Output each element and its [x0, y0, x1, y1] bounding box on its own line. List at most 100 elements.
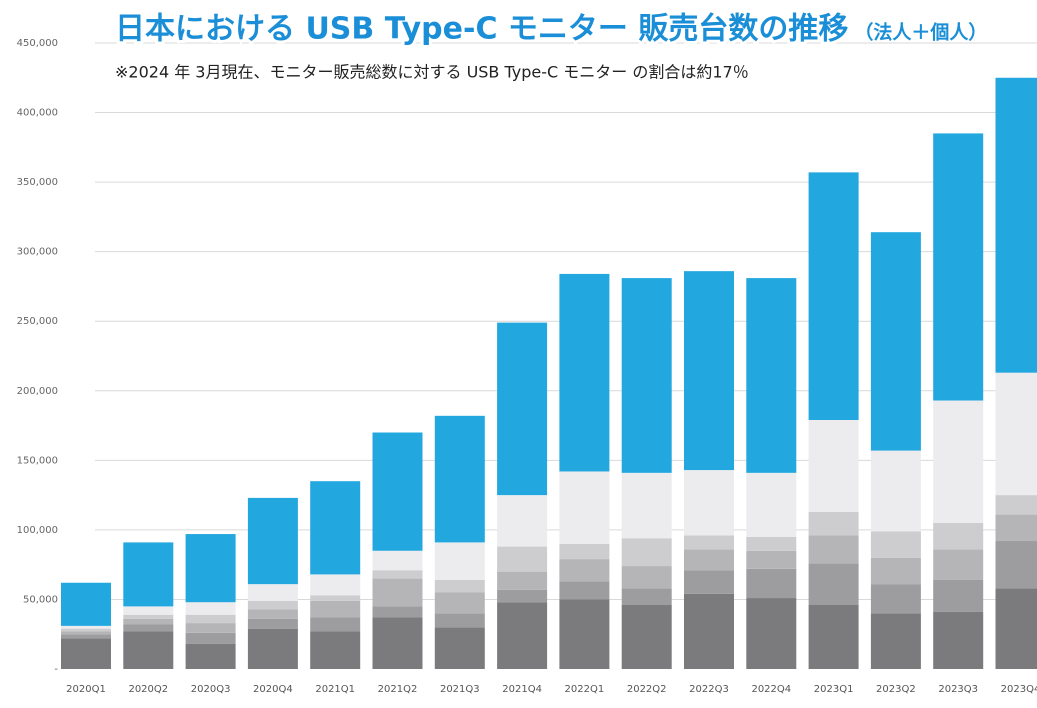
x-tick-label: 2022Q4 — [751, 684, 791, 695]
bar-segment — [185, 534, 236, 603]
bar-segment — [185, 632, 236, 644]
x-tick-label: 2020Q4 — [253, 684, 293, 695]
bar-segment — [434, 627, 485, 669]
y-tick-label: 150,000 — [17, 455, 58, 466]
bar-segment — [933, 549, 984, 580]
bar-segment — [746, 568, 797, 599]
bar-segment — [808, 419, 859, 512]
bar-segment — [123, 614, 174, 619]
bar-segment — [310, 600, 361, 618]
bar-segment — [559, 581, 610, 600]
x-tick-label: 2021Q2 — [378, 684, 418, 695]
chart-subtitle: ※2024 年 3月現在、モニター販売総数に対する USB Type-C モニタ… — [115, 63, 749, 82]
bar-segment — [123, 624, 174, 632]
bar-segment — [61, 582, 111, 626]
bar-segment — [61, 625, 111, 629]
bar-segment — [808, 605, 859, 669]
bar-segment — [684, 570, 734, 594]
bar-segment — [310, 617, 361, 632]
bar-segment — [746, 550, 797, 569]
bar-segment — [372, 578, 423, 607]
bar-segment — [247, 584, 298, 601]
y-tick-label: 450,000 — [17, 38, 58, 49]
bar-segment — [185, 602, 236, 615]
bar-segment — [746, 598, 797, 669]
bar-segment — [808, 535, 859, 564]
bar-segment — [434, 542, 485, 580]
bar-segment — [870, 531, 921, 558]
bar-segment — [808, 511, 859, 536]
bar-segment — [310, 481, 361, 575]
chart-title-suffix: （法人＋個人） — [854, 21, 987, 44]
x-tick-label: 2022Q3 — [689, 684, 729, 695]
bar-segment — [310, 574, 361, 596]
bar-segment — [310, 631, 361, 669]
x-tick-label: 2020Q2 — [128, 684, 168, 695]
bar-segment — [870, 450, 921, 532]
bar-segment — [497, 546, 548, 572]
x-tick-label: 2021Q4 — [502, 684, 542, 695]
x-tick-label: 2020Q3 — [191, 684, 231, 695]
y-tick-label: 250,000 — [17, 316, 58, 327]
bar-segment — [746, 472, 797, 537]
bar-segment — [497, 589, 548, 603]
chart-title: 日本における USB Type-C モニター 販売台数の推移 — [115, 12, 848, 47]
x-tick-label: 2023Q2 — [876, 684, 916, 695]
bar-segment — [372, 617, 423, 669]
bar-segment — [933, 522, 984, 550]
bar-segment — [310, 595, 361, 601]
bar-segment — [621, 278, 672, 473]
bar-segment — [497, 571, 548, 590]
bar-segment — [123, 631, 174, 669]
bar-segment — [434, 579, 485, 593]
bar-segment — [933, 579, 984, 612]
y-tick-label: 200,000 — [17, 386, 58, 397]
bar-segment — [434, 613, 485, 628]
x-tick-label: 2023Q3 — [938, 684, 978, 695]
y-tick-label: 100,000 — [17, 525, 58, 536]
bar-segment — [870, 232, 921, 451]
bar-segment — [123, 618, 174, 625]
bar-segment — [61, 631, 111, 635]
bar-segment — [185, 623, 236, 633]
bar-segment — [559, 543, 610, 560]
bar-segment — [434, 592, 485, 614]
bar-segment — [995, 588, 1037, 669]
bar-segment — [933, 400, 984, 523]
bar-segment — [372, 550, 423, 571]
bar-segment — [247, 600, 298, 610]
bar-segment — [933, 133, 984, 401]
bar-segment — [497, 495, 548, 547]
x-tick-label: 2021Q3 — [440, 684, 480, 695]
bar-segment — [995, 541, 1037, 589]
bar-segment — [621, 566, 672, 589]
bar-segment — [684, 549, 734, 571]
bar-segment — [870, 613, 921, 669]
bar-segment — [684, 593, 734, 669]
bar-segment — [684, 535, 734, 550]
x-tick-label: 2022Q1 — [565, 684, 605, 695]
bar-segment — [434, 415, 485, 543]
bar-segment — [372, 570, 423, 579]
y-tick-label: 350,000 — [17, 177, 58, 188]
x-tick-label: 2021Q1 — [315, 684, 355, 695]
bar-segment — [684, 470, 734, 536]
bar-segment — [621, 588, 672, 606]
bar-segment — [621, 472, 672, 539]
bar-segment — [870, 584, 921, 614]
bar-segment — [746, 278, 797, 473]
bar-segment — [61, 638, 111, 669]
bar-segment — [746, 536, 797, 551]
x-tick-label: 2023Q4 — [1001, 684, 1037, 695]
bar-segment — [870, 557, 921, 585]
bar-segment — [808, 563, 859, 606]
bar-segment — [995, 495, 1037, 515]
y-tick-label: 400,000 — [17, 108, 58, 119]
bar-segment — [247, 609, 298, 619]
bar-segment — [559, 471, 610, 544]
bar-segment — [372, 432, 423, 551]
y-tick-label: 50,000 — [23, 594, 58, 605]
bar-segment — [123, 542, 174, 607]
bar-segment — [933, 611, 984, 669]
